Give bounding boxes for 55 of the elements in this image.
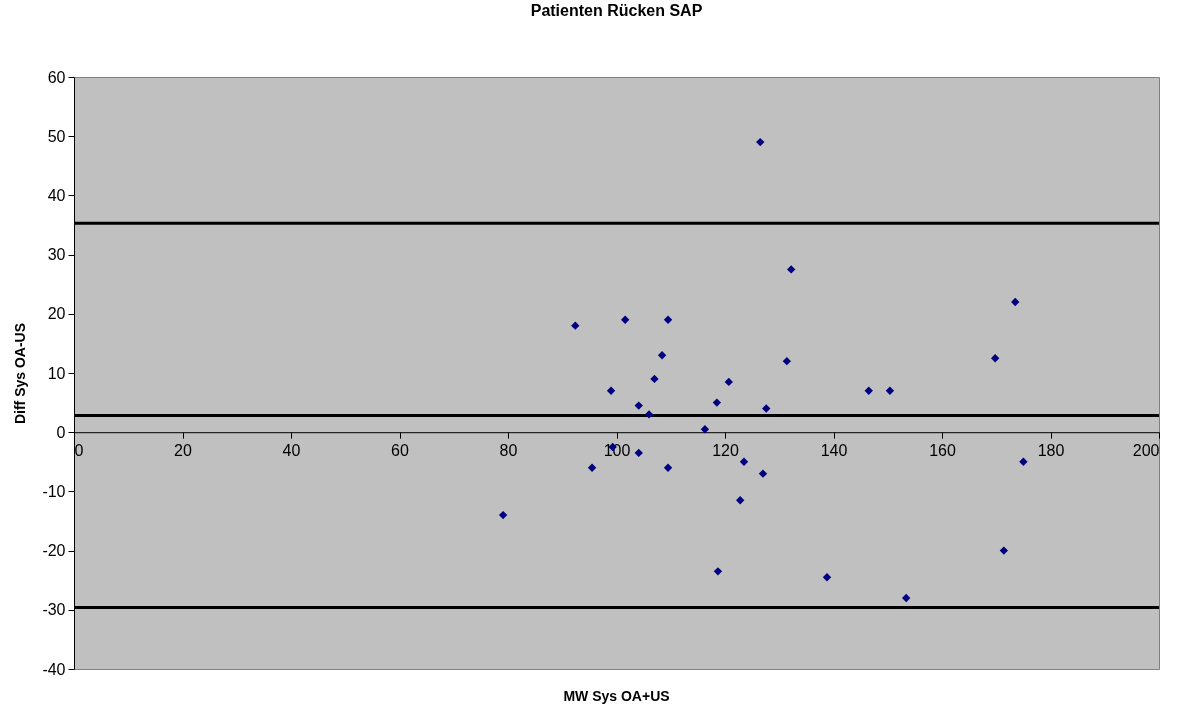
point — [758, 469, 768, 478]
point — [1011, 297, 1020, 307]
point — [644, 410, 654, 419]
chart-title: Patienten Rücken SAP — [530, 2, 703, 19]
point — [739, 457, 749, 466]
y-tick-label: 50 — [47, 127, 66, 145]
point — [762, 404, 771, 413]
y-axis-title: Diff Sys OA-US — [12, 322, 29, 425]
point — [864, 386, 873, 395]
point — [634, 401, 643, 410]
point — [657, 351, 667, 360]
x-tick-label: 160 — [929, 441, 956, 459]
point — [1019, 457, 1028, 466]
y-tick-label: 60 — [47, 68, 66, 86]
point — [587, 463, 597, 472]
point — [885, 386, 895, 395]
point — [787, 265, 796, 274]
point — [634, 448, 643, 458]
x-tick-label: 20 — [174, 441, 192, 459]
point — [606, 386, 616, 395]
y-tick-label: -40 — [42, 660, 66, 678]
point — [621, 315, 630, 324]
y-tick-label: 30 — [47, 246, 66, 264]
point — [736, 496, 745, 505]
y-tick-label: -20 — [42, 542, 66, 560]
point — [498, 510, 508, 520]
y-tick-label: -10 — [42, 482, 66, 500]
point — [999, 546, 1009, 555]
point — [663, 315, 673, 324]
point — [724, 377, 733, 387]
point — [902, 593, 911, 603]
x-tick-label: 140 — [820, 441, 848, 459]
point — [713, 567, 723, 576]
point — [700, 425, 710, 434]
point — [663, 463, 673, 472]
y-tick-label: -30 — [42, 601, 66, 619]
y-tick-label: 20 — [47, 305, 66, 323]
x-tick-label: 200 — [1132, 441, 1160, 459]
point — [990, 354, 1000, 363]
point — [782, 356, 792, 366]
point — [822, 573, 832, 582]
point — [712, 398, 722, 407]
x-tick-label: 120 — [712, 441, 739, 459]
point — [571, 321, 580, 330]
y-tick-label: 40 — [47, 186, 66, 204]
y-tick-label: 0 — [56, 423, 66, 441]
y-tick-label: 10 — [47, 364, 66, 382]
point — [756, 137, 765, 147]
point — [650, 374, 659, 384]
x-tick-label: 0 — [74, 441, 84, 459]
x-tick-label: 80 — [499, 441, 518, 459]
x-tick-label: 40 — [282, 441, 301, 459]
x-tick-label: 180 — [1037, 441, 1065, 459]
x-axis-title: MW Sys OA+US — [562, 688, 671, 704]
x-tick-label: 60 — [391, 441, 409, 459]
